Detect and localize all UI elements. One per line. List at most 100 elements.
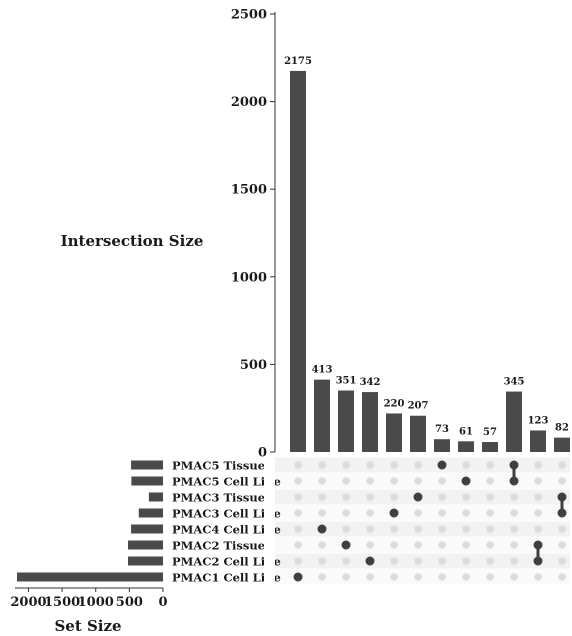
matrix-dot-inactive: [390, 461, 398, 469]
matrix-dot-inactive: [318, 541, 326, 549]
matrix-dot-inactive: [294, 493, 302, 501]
matrix-dot-inactive: [390, 493, 398, 501]
set-label: PMAC2 Cell Line: [172, 555, 281, 569]
matrix-dot-inactive: [366, 477, 374, 485]
matrix-dot-active: [317, 524, 327, 534]
set-label: PMAC3 Tissue: [172, 491, 265, 505]
matrix-row-stripe: [275, 569, 570, 585]
intersection-bar: [362, 392, 378, 452]
matrix-row-stripe: [275, 553, 570, 569]
intersection-bar: [338, 390, 354, 452]
matrix-dot-inactive: [342, 477, 350, 485]
intersection-bar: [434, 439, 450, 452]
matrix-dot-inactive: [534, 461, 542, 469]
matrix-row-stripe: [275, 537, 570, 553]
matrix-dot-inactive: [294, 557, 302, 565]
matrix-dot-inactive: [438, 541, 446, 549]
matrix-dot-active: [341, 540, 351, 550]
intersection-bar: [410, 415, 426, 452]
set-size-tick-label: 2000: [10, 595, 46, 610]
intersection-size-axis: 0 500 1000 1500 2000 2500: [231, 8, 276, 461]
matrix-dot-active: [437, 460, 447, 470]
matrix-dot-inactive: [414, 541, 422, 549]
set-size-bar: [138, 508, 163, 518]
matrix-dot-inactive: [462, 525, 470, 533]
intersection-value-label: 413: [312, 365, 333, 376]
matrix-dot-inactive: [366, 461, 374, 469]
matrix-dot-inactive: [294, 477, 302, 485]
matrix-dot-inactive: [294, 461, 302, 469]
intersection-value-label: 342: [360, 377, 381, 388]
matrix-dot-inactive: [558, 525, 566, 533]
intersection-value-label: 345: [504, 377, 525, 388]
matrix-dot-inactive: [342, 573, 350, 581]
matrix-dot-inactive: [534, 493, 542, 501]
matrix-dot-inactive: [366, 573, 374, 581]
y-tick-label: 1500: [231, 183, 267, 198]
set-label: PMAC2 Tissue: [172, 539, 265, 553]
matrix-dot-inactive: [318, 461, 326, 469]
set-size-tick-label: 500: [116, 595, 143, 610]
matrix-dot-active: [389, 508, 399, 518]
matrix-dot-inactive: [462, 573, 470, 581]
matrix-dot-inactive: [438, 493, 446, 501]
matrix-row-stripe: [275, 473, 570, 489]
set-size-bar: [131, 460, 163, 470]
matrix-dot-active: [365, 556, 375, 566]
matrix-dot-inactive: [534, 525, 542, 533]
matrix-dot-inactive: [510, 509, 518, 517]
set-labels: PMAC5 Tissue PMAC5 Cell Line PMAC3 Tissue P…: [172, 457, 281, 585]
matrix-dot-active: [413, 492, 423, 502]
matrix-dot-inactive: [510, 493, 518, 501]
matrix-dot-inactive: [486, 541, 494, 549]
intersection-bar: [554, 437, 570, 452]
matrix-dot-inactive: [558, 477, 566, 485]
intersection-value-label: 2175: [284, 56, 312, 67]
matrix-dot-inactive: [390, 557, 398, 565]
intersection-value-label: 82: [555, 423, 569, 434]
y-tick-label: 2000: [231, 95, 267, 110]
intersection-matrix: [293, 460, 567, 582]
y-tick-label: 2500: [231, 8, 267, 23]
matrix-dot-inactive: [318, 509, 326, 517]
intersection-value-label: 123: [528, 415, 549, 426]
y-axis-title: Intersection Size: [61, 232, 204, 250]
matrix-dot-inactive: [342, 557, 350, 565]
matrix-dot-inactive: [294, 541, 302, 549]
set-label: PMAC4 Cell Line: [172, 523, 281, 537]
matrix-dot-inactive: [438, 557, 446, 565]
matrix-dot-inactive: [438, 477, 446, 485]
matrix-dot-inactive: [414, 477, 422, 485]
matrix-dot-inactive: [294, 509, 302, 517]
matrix-dot-inactive: [486, 573, 494, 581]
intersection-value-label: 207: [408, 401, 429, 412]
set-size-tick-label: 1500: [44, 595, 80, 610]
intersection-bar: [290, 70, 306, 452]
matrix-dot-inactive: [366, 509, 374, 517]
matrix-dot-inactive: [486, 509, 494, 517]
matrix-dot-inactive: [510, 557, 518, 565]
matrix-dot-inactive: [366, 525, 374, 533]
matrix-dot-inactive: [414, 461, 422, 469]
matrix-dot-inactive: [342, 461, 350, 469]
intersection-value-label: 61: [459, 426, 473, 437]
matrix-dot-inactive: [390, 541, 398, 549]
matrix-stripes: [275, 457, 570, 585]
matrix-dot-inactive: [510, 525, 518, 533]
matrix-dot-inactive: [414, 525, 422, 533]
matrix-dot-inactive: [558, 541, 566, 549]
set-size-bar: [17, 572, 163, 582]
matrix-dot-inactive: [486, 525, 494, 533]
set-size-bar: [148, 492, 163, 502]
set-label: PMAC1 Cell Line: [172, 571, 281, 585]
matrix-dot-inactive: [534, 573, 542, 581]
matrix-row-stripe: [275, 521, 570, 537]
matrix-row-stripe: [275, 505, 570, 521]
y-tick-label: 1000: [231, 270, 267, 285]
matrix-dot-inactive: [390, 525, 398, 533]
matrix-dot-inactive: [486, 493, 494, 501]
set-size-bars: [17, 460, 163, 582]
y-tick-label: 0: [258, 446, 267, 461]
